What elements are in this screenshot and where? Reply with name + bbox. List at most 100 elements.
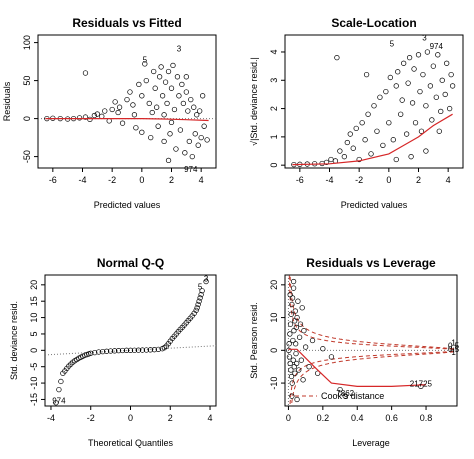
x-tick-label: 0 [286, 413, 291, 423]
data-point [301, 328, 307, 334]
y-tick-label: 15 [29, 296, 39, 306]
x-axis-label: Predicted values [94, 200, 161, 210]
data-point [359, 120, 365, 126]
data-point [107, 348, 114, 354]
y-tick-label: -5 [29, 363, 39, 371]
data-point [286, 341, 292, 347]
data-point [191, 104, 197, 110]
data-point [164, 100, 170, 107]
data-point [177, 127, 184, 133]
chart-title: Scale-Location [331, 16, 416, 30]
data-point [291, 364, 297, 370]
data-point [288, 311, 294, 317]
data-point [143, 77, 149, 84]
data-point [171, 106, 178, 113]
data-point [147, 347, 154, 353]
data-point [199, 288, 205, 294]
data-point [377, 94, 383, 100]
data-point [168, 119, 175, 126]
data-point [58, 378, 64, 385]
data-point [449, 83, 456, 89]
data-point [179, 81, 185, 88]
data-point [183, 89, 189, 95]
chart-title: Normal Q-Q [97, 256, 164, 270]
data-point [423, 103, 429, 109]
data-point [133, 125, 139, 131]
data-point [185, 108, 191, 114]
data-point [290, 285, 297, 291]
data-point [403, 131, 410, 137]
data-point [131, 112, 138, 118]
data-point [91, 112, 98, 119]
data-point [139, 129, 145, 135]
data-point [159, 93, 166, 99]
panel-residuals-vs-leverage: Residuals vs Leverage Leverage Std. Pearso… [249, 256, 460, 448]
data-point [417, 88, 423, 95]
data-point [286, 347, 292, 353]
data-point [337, 148, 343, 154]
data-point [127, 89, 133, 95]
y-tick-label: -10 [269, 377, 279, 390]
data-point [136, 81, 142, 88]
data-point [287, 331, 293, 337]
y-tick-label: 2 [269, 106, 279, 111]
x-tick-label: 0.6 [385, 413, 398, 423]
point-label: 7862 [336, 389, 354, 398]
plot-area [285, 275, 457, 406]
data-point [203, 278, 209, 285]
data-point [111, 348, 118, 354]
cooks-distance-contour [288, 275, 457, 350]
data-point [76, 115, 83, 121]
data-point [152, 85, 158, 91]
data-point [365, 111, 371, 117]
data-point [334, 54, 340, 61]
chart-title: Residuals vs Fitted [72, 16, 181, 30]
data-point [401, 60, 407, 66]
y-tick-label: 5 [29, 331, 39, 336]
data-point [294, 396, 300, 403]
data-point [194, 305, 200, 311]
x-tick-label: 0 [128, 413, 133, 423]
data-point [347, 131, 353, 137]
data-point [306, 364, 312, 370]
x-tick-label: -2 [355, 175, 363, 185]
data-point [130, 102, 136, 108]
data-point [167, 131, 173, 137]
y-tick-label: -15 [29, 393, 39, 406]
data-point [161, 112, 167, 118]
data-point [350, 145, 356, 151]
data-point [204, 137, 210, 143]
data-point [418, 383, 424, 390]
data-point [180, 100, 187, 107]
data-point [383, 88, 389, 95]
legend-label: Cook's distance [321, 391, 384, 401]
data-point [165, 157, 172, 164]
data-point [192, 131, 198, 137]
data-point [194, 112, 200, 118]
x-tick-label: 0.4 [351, 413, 364, 423]
data-point [293, 350, 299, 357]
data-point [423, 148, 429, 154]
data-point [435, 52, 441, 58]
data-point [429, 117, 435, 123]
data-point [353, 125, 359, 132]
y-tick-label: 0 [269, 348, 279, 353]
data-point [155, 123, 161, 129]
data-point [174, 74, 181, 80]
data-point [168, 85, 175, 91]
data-point [196, 298, 202, 304]
data-point [143, 347, 150, 353]
data-point [390, 137, 396, 143]
x-axis-label: Leverage [352, 438, 390, 448]
data-point [294, 314, 300, 321]
point-label: 974 [184, 165, 198, 174]
reference-line [45, 345, 216, 356]
data-point [299, 305, 305, 311]
data-point [154, 104, 160, 110]
data-point [289, 393, 295, 399]
point-label: 1 [451, 338, 456, 347]
y-tick-label: 20 [29, 280, 39, 290]
data-point [289, 380, 295, 386]
y-tick-label: -50 [22, 150, 32, 163]
